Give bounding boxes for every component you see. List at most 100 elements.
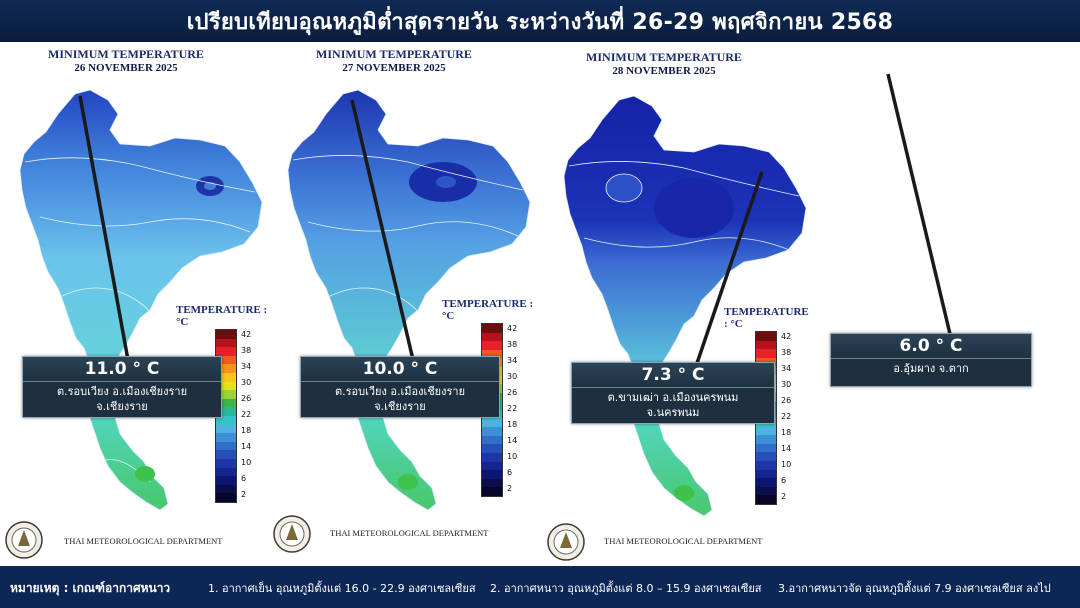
legend-swatch [756,443,776,453]
legend-swatch [756,486,776,496]
footer-item-2: 2. อากาศหนาว อุณหภูมิตั้งแต่ 8.0 – 15.9 … [490,582,762,595]
legend-swatch [482,435,502,445]
legend-tick-label: 26 [241,394,252,403]
legend-swatch [216,372,236,382]
legend-tick-label: 26 [507,388,518,397]
legend-tick-label: 34 [241,362,252,371]
footer-item-1: 1. อากาศเย็น อุณหภูมิตั้งแต่ 16.0 - 22.9… [208,582,476,595]
min-temp-value: 7.3 ° C [572,363,774,388]
legend-tick-label: 2 [507,484,513,493]
legend-tick-label: 42 [507,324,518,333]
legend-swatch [482,427,502,436]
tmd-seal-logo [547,523,585,561]
footer-note: หมายเหตุ : เกณฑ์อากาศหนาว 1. อากาศเย็น อ… [0,566,1080,608]
min-temp-value: 11.0 ° C [23,357,221,382]
legend-tick-label: 30 [241,378,252,387]
legend-tick-label: 34 [507,356,518,365]
legend-swatch [482,324,502,333]
legend-swatch [216,415,236,425]
legend-swatch [216,458,236,468]
map-panel-2: MINIMUM TEMPERATURE 27 NOVEMBER 2025 TEM… [268,42,538,562]
map-date: 26 NOVEMBER 2025 [74,62,178,74]
legend-tick-label: 18 [241,426,252,435]
legend-swatch [756,460,776,470]
legend-swatch [482,418,502,428]
min-temp-location: ต.ขามเฒ่า อ.เมืองนครพนม จ.นครพนม [572,388,774,423]
tmd-seal-logo [273,515,311,553]
legend-tick-label: 38 [507,340,518,349]
legend-tick-label: 14 [241,442,252,451]
legend-tick-label: 38 [241,346,252,355]
legend-swatch [216,347,236,356]
legend-swatch [216,493,236,502]
legend-tick-label: 22 [241,410,252,419]
min-temp-location: อ.อุ้มผาง จ.ตาก [831,359,1031,386]
min-temp-callout-26: 11.0 ° C ต.รอบเวียง อ.เมืองเชียงราย จ.เช… [22,356,222,418]
min-temp-location: ต.รอบเวียง อ.เมืองเชียงราย จ.เชียงราย [23,382,221,417]
map-title: MINIMUM TEMPERATURE 28 NOVEMBER 2025 [564,50,764,78]
footer-item-3: 3.อากาศหนาวจัด อุณหภูมิตั้งแต่ 7.9 องศาเ… [778,582,1051,595]
thailand-map-26 [19,89,263,511]
location-line-1: ต.ขามเฒ่า อ.เมืองนครพนม [607,391,739,404]
legend-tick-label: 6 [507,468,513,477]
legend-tick-label: 6 [241,474,247,483]
map-panel-1: MINIMUM TEMPERATURE 26 NOVEMBER 2025 TEM… [0,42,270,562]
legend-swatch [482,444,502,453]
legend-tick-label: 22 [507,404,518,413]
location-line-1: ต.รอบเวียง อ.เมืองเชียงราย [334,385,466,398]
thailand-map-27 [287,89,531,511]
temperature-label: TEMPERATURE : °C [176,304,268,328]
min-temp-callout-28: 7.3 ° C ต.ขามเฒ่า อ.เมืองนครพนม จ.นครพนม [571,362,775,424]
legend-swatch [756,349,776,358]
department-name: THAI METEOROLOGICAL DEPARTMENT [604,536,763,546]
legend-swatch [216,433,236,442]
legend-swatch [756,332,776,341]
legend-tick-label: 42 [241,330,252,339]
legend-tick-label: 6 [781,476,787,485]
legend-swatch [216,330,236,339]
department-name: THAI METEOROLOGICAL DEPARTMENT [330,528,489,538]
legend-swatch [482,470,502,479]
legend-swatch [482,452,502,462]
temperature-label: TEMPERATURE : °C [724,306,809,330]
legend-swatch [482,478,502,488]
min-temp-location: ต.รอบเวียง อ.เมืองเชียงราย จ.เชียงราย [301,382,499,417]
pointer-line-29 [886,73,952,335]
temperature-label: TEMPERATURE : °C [442,298,534,322]
map-title-text: MINIMUM TEMPERATURE [586,50,742,64]
legend-swatch [216,381,236,391]
legend-swatch [482,332,502,342]
legend-tick-label: 10 [507,452,518,461]
page-title: เปรียบเทียบอุณหภูมิต่ำสุดรายวัน ระหว่างว… [0,0,1080,42]
legend-tick-label: 18 [507,420,518,429]
legend-swatch [756,478,776,487]
department-name: THAI METEOROLOGICAL DEPARTMENT [64,536,223,546]
legend-tick-label: 14 [781,444,792,453]
legend-swatch [756,495,776,504]
map-title: MINIMUM TEMPERATURE 26 NOVEMBER 2025 [26,47,226,75]
legend-swatch [216,484,236,494]
legend-tick-label: 14 [507,436,518,445]
legend-tick-label: 30 [781,380,792,389]
legend-tick-label: 2 [781,492,787,501]
legend-swatch [756,426,776,436]
legend-tick-label: 10 [781,460,792,469]
legend-swatch [756,435,776,444]
legend-swatch [216,364,236,373]
min-temp-value: 6.0 ° C [831,334,1031,359]
legend-swatch [482,341,502,350]
legend-swatch [216,407,236,416]
legend-swatch [216,338,236,348]
location-line-2: จ.นครพนม [646,406,700,419]
min-temp-callout-29: 6.0 ° C อ.อุ้มผาง จ.ตาก [830,333,1032,387]
temperature-legend [215,329,237,503]
thailand-map-28 [563,95,807,517]
footer-heading: หมายเหตุ : เกณฑ์อากาศหนาว [10,581,171,595]
legend-tick-label: 10 [241,458,252,467]
legend-tick-label: 18 [781,428,792,437]
legend-swatch [756,452,776,461]
legend-swatch [756,340,776,350]
location-line-1: อ.อุ้มผาง จ.ตาก [893,362,969,375]
min-temp-value: 10.0 ° C [301,357,499,382]
location-line-2: จ.เชียงราย [96,400,148,413]
